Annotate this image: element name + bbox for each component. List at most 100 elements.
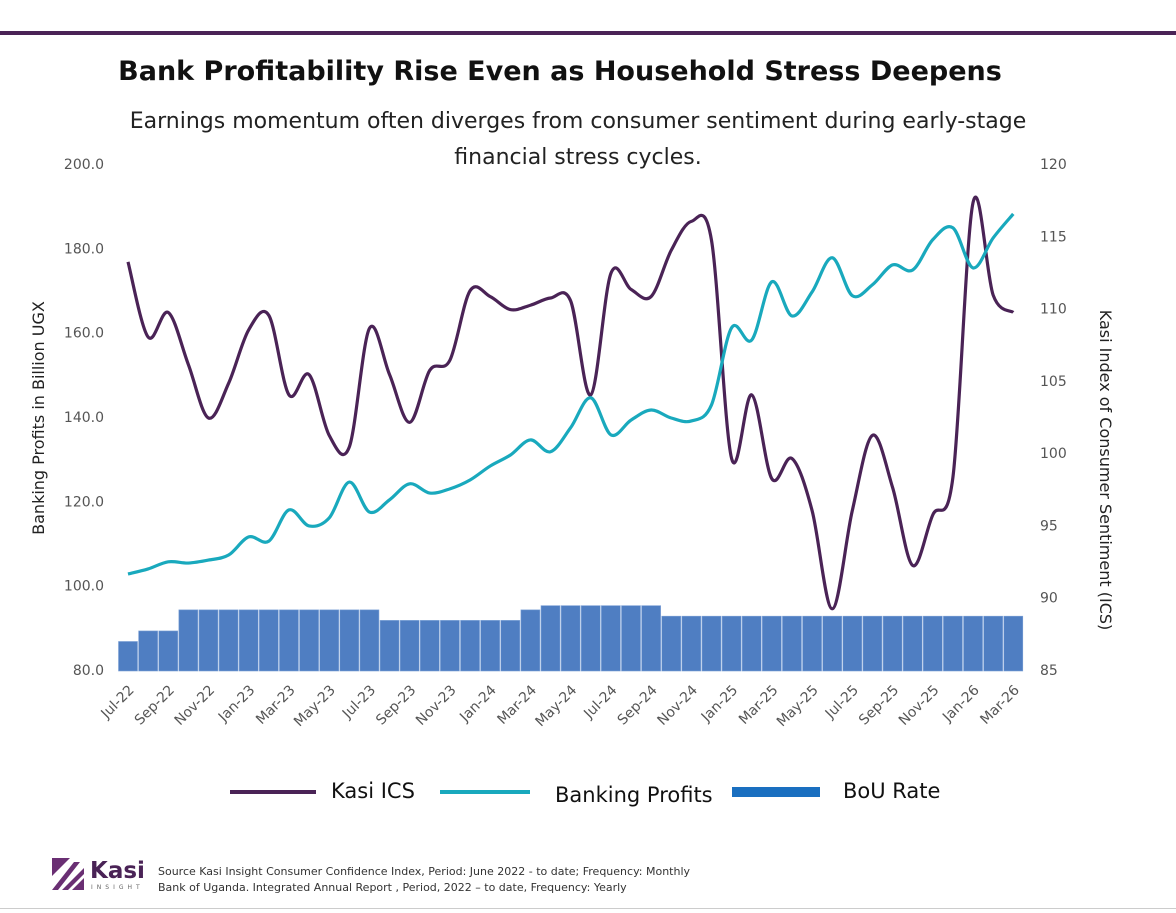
x-tick-label: Mar-24 (495, 682, 541, 728)
bar (138, 630, 158, 672)
x-tick-label: Jan-25 (698, 682, 741, 725)
x-tick-label: Sep-23 (373, 682, 419, 728)
bottom-rule (0, 908, 1176, 909)
bar (259, 609, 279, 672)
legend-label: BoU Rate (843, 779, 940, 803)
bar (480, 620, 500, 672)
logo (52, 858, 84, 890)
x-tick-label: Jan-23 (215, 682, 258, 725)
bar (218, 609, 239, 672)
bar (902, 615, 923, 672)
y2-tick-label: 105 (1040, 374, 1067, 390)
bar (299, 609, 319, 672)
bar (560, 605, 581, 672)
bar (580, 605, 601, 672)
y-tick-label: 200.0 (64, 157, 104, 173)
bar (520, 609, 541, 672)
bar (983, 615, 1003, 672)
bar (721, 615, 742, 672)
bar (641, 605, 661, 672)
bar (1003, 615, 1024, 672)
x-tick-label: Mar-26 (977, 682, 1023, 728)
logo-mark (52, 862, 80, 890)
legend-label: Banking Profits (555, 783, 713, 807)
x-tick-label: Mar-25 (736, 682, 782, 728)
bar (661, 615, 682, 672)
bar (178, 609, 199, 672)
bar (440, 620, 460, 672)
bar (540, 605, 561, 672)
x-tick-label: May-25 (774, 682, 822, 730)
y-tick-label: 100.0 (64, 579, 104, 595)
x-tick-label: Nov-24 (654, 682, 701, 729)
bar (842, 615, 863, 672)
x-tick-label: Nov-23 (413, 682, 460, 729)
x-tick-label: Sep-22 (132, 682, 178, 728)
bar (802, 615, 822, 672)
y2-tick-label: 90 (1040, 591, 1058, 607)
bar (922, 615, 943, 672)
bar (681, 615, 702, 672)
bar (882, 615, 903, 672)
bar (782, 615, 802, 672)
top-rule (0, 31, 1176, 35)
legend-label: Kasi ICS (331, 779, 415, 803)
chart-subtitle: Earnings momentum often diverges from co… (129, 109, 1027, 170)
y-tick-label: 140.0 (64, 410, 104, 426)
x-tick-label: Nov-25 (896, 682, 943, 729)
bar (238, 609, 259, 672)
y2-tick-label: 95 (1040, 518, 1058, 534)
bar (158, 630, 179, 672)
logo-mark (72, 878, 84, 890)
x-tick-label: Nov-22 (172, 682, 219, 729)
bar (822, 615, 843, 672)
y-tick-label: 180.0 (64, 241, 104, 257)
y2-tick-label: 115 (1040, 229, 1067, 245)
bar (379, 620, 400, 672)
logo-subtext: INSIGHT (91, 884, 144, 891)
legend-swatch (732, 787, 820, 797)
source-note: Source Kasi Insight Consumer Confidence … (158, 865, 691, 878)
x-tick-label: Jan-26 (939, 682, 983, 726)
x-tick-label: Mar-23 (253, 682, 299, 728)
bar (319, 609, 340, 672)
logo-text: Kasi (90, 858, 145, 884)
y-tick-label: 160.0 (64, 326, 104, 342)
x-tick-label: May-23 (291, 682, 339, 730)
bar (621, 605, 641, 672)
y2-axis-title: Kasi Index of Consumer Sentiment (ICS) (1096, 310, 1115, 631)
logo-mark (62, 868, 84, 890)
y2-tick-label: 120 (1040, 157, 1067, 173)
bar (339, 609, 360, 672)
y2-tick-label: 85 (1040, 663, 1058, 679)
source-note: Bank of Uganda. Integrated Annual Report… (158, 881, 627, 894)
bar (399, 620, 420, 672)
x-tick-label: May-24 (533, 682, 581, 730)
bar (741, 615, 762, 672)
bar (862, 615, 883, 672)
y2-tick-label: 100 (1040, 446, 1067, 462)
bar (762, 615, 782, 672)
x-tick-label: Jan-24 (456, 682, 500, 726)
bar (500, 620, 521, 672)
y2-tick-label: 110 (1040, 302, 1067, 318)
bar (118, 641, 138, 672)
x-tick-label: Sep-25 (856, 682, 902, 728)
bar (943, 615, 963, 672)
x-tick-label: Sep-24 (615, 682, 661, 728)
chart-title: Bank Profitability Rise Even as Househol… (118, 56, 1002, 87)
bar (963, 615, 983, 672)
line-series (127, 212, 1015, 576)
bar (701, 615, 722, 672)
bar (279, 609, 299, 672)
y-tick-label: 120.0 (64, 494, 104, 510)
bar (601, 605, 621, 672)
y-axis-title: Banking Profits in Billion UGX (29, 301, 48, 535)
bar (359, 609, 380, 672)
bar (460, 620, 480, 672)
y-tick-label: 80.0 (73, 663, 104, 679)
logo-mark (52, 858, 70, 876)
bar (198, 609, 219, 672)
